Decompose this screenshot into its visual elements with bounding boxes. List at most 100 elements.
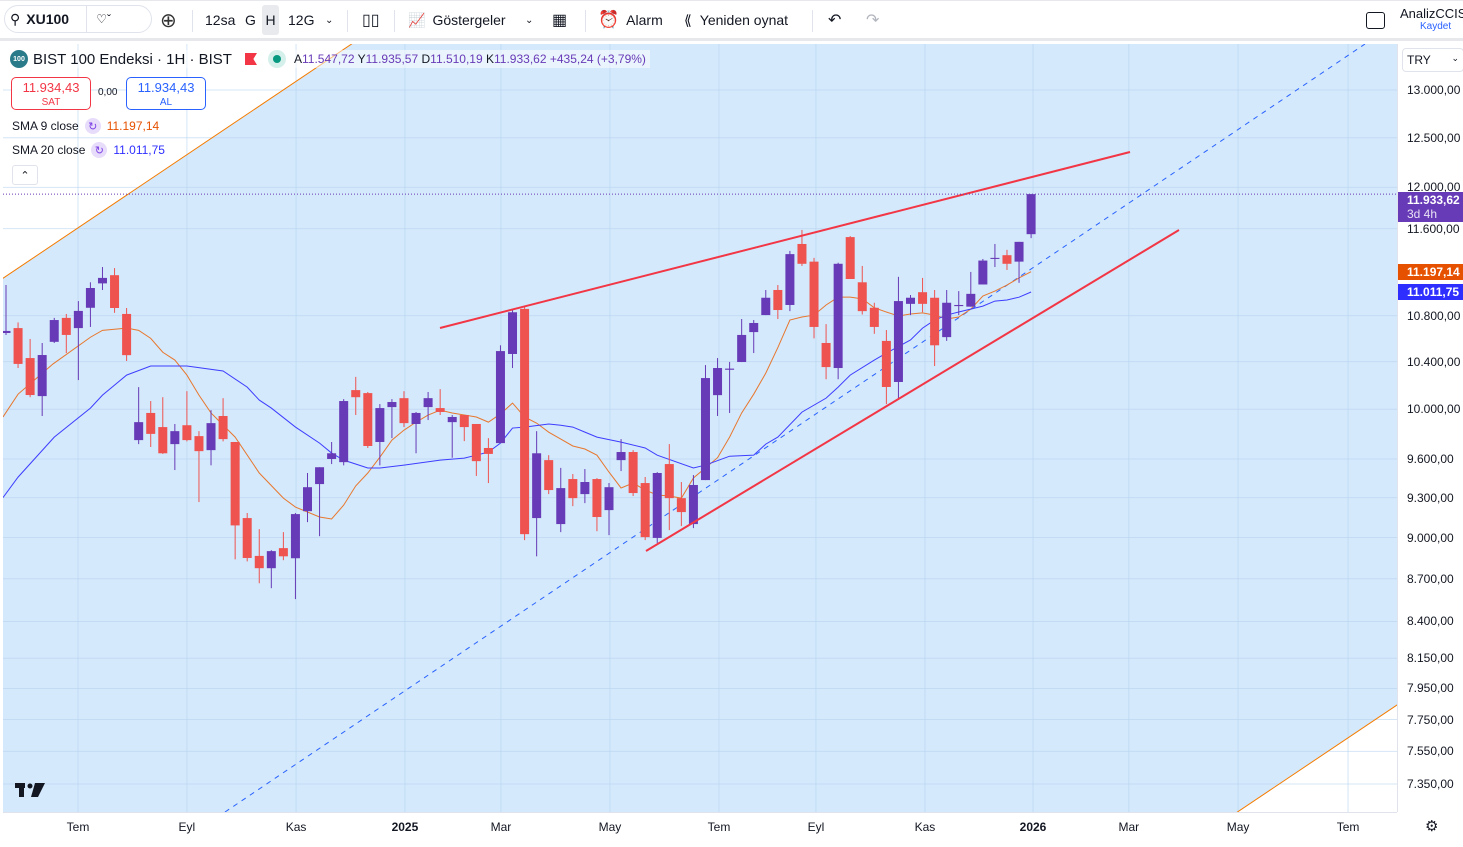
sma20-legend[interactable]: SMA 20 close ↻ 11.011,75 bbox=[12, 142, 165, 158]
candle[interactable] bbox=[483, 438, 493, 484]
candle[interactable] bbox=[556, 467, 566, 533]
flag-icon[interactable] bbox=[244, 53, 257, 65]
resistance-trendline[interactable] bbox=[439, 151, 1131, 329]
candle[interactable] bbox=[725, 361, 735, 413]
candle[interactable] bbox=[61, 313, 71, 354]
candle[interactable] bbox=[700, 365, 710, 481]
symbol-search[interactable]: ⚲ XU100 ♡ˇ bbox=[4, 5, 152, 33]
layout-save-button[interactable]: AnalizCCIS Kaydet bbox=[1400, 1, 1463, 39]
settings-gear-icon[interactable]: ⚙ bbox=[1425, 818, 1439, 835]
replay-button[interactable]: ⟪ Yeniden oynat bbox=[684, 1, 788, 39]
candle[interactable] bbox=[110, 268, 120, 313]
candle[interactable] bbox=[893, 276, 903, 399]
candle[interactable] bbox=[628, 450, 638, 497]
candle[interactable] bbox=[544, 455, 554, 495]
candle[interactable] bbox=[146, 401, 156, 447]
candle[interactable] bbox=[966, 271, 976, 307]
candle[interactable] bbox=[857, 265, 867, 315]
candle[interactable] bbox=[206, 410, 216, 466]
candle[interactable] bbox=[411, 411, 421, 454]
candle[interactable] bbox=[990, 243, 1000, 268]
candle[interactable] bbox=[182, 391, 192, 442]
candle[interactable] bbox=[906, 294, 915, 316]
support-trendline[interactable] bbox=[645, 229, 1180, 552]
chart-pane[interactable] bbox=[0, 0, 1397, 812]
candle[interactable] bbox=[242, 513, 252, 562]
candle[interactable] bbox=[652, 472, 662, 543]
candle-type-icon[interactable]: ▯▯ bbox=[362, 12, 380, 29]
candle[interactable] bbox=[761, 289, 771, 316]
candle[interactable] bbox=[85, 282, 95, 327]
alarm-button[interactable]: ⏰ Alarm bbox=[598, 1, 663, 39]
sma9-legend[interactable]: SMA 9 close ↻ 11.197,14 bbox=[12, 118, 159, 134]
candle[interactable] bbox=[785, 250, 795, 312]
layouts-icon[interactable]: ▦ bbox=[552, 12, 568, 29]
candle[interactable] bbox=[423, 392, 433, 421]
sync-icon[interactable]: ↻ bbox=[91, 142, 108, 158]
candle[interactable] bbox=[266, 550, 276, 589]
candle[interactable] bbox=[37, 342, 47, 417]
sma20-line[interactable] bbox=[3, 291, 1032, 498]
price-axis[interactable]: TRY ⌄ 13.000,00 12.500,00 12.000,00 11.600,0… bbox=[1397, 44, 1463, 812]
candle[interactable] bbox=[375, 404, 385, 466]
channel-lower-line[interactable] bbox=[1230, 703, 1397, 812]
candle[interactable] bbox=[1002, 249, 1012, 270]
candle[interactable] bbox=[254, 529, 264, 584]
candle[interactable] bbox=[13, 322, 23, 369]
candle[interactable] bbox=[303, 473, 312, 523]
candle[interactable] bbox=[387, 399, 397, 439]
candle[interactable] bbox=[25, 338, 35, 398]
candle[interactable] bbox=[881, 330, 891, 405]
interval-dropdown-icon[interactable]: ⌄ bbox=[325, 14, 334, 26]
interval-g[interactable]: G bbox=[245, 12, 256, 28]
interval-12g[interactable]: 12G bbox=[288, 12, 315, 28]
candle[interactable] bbox=[1026, 193, 1036, 239]
candle[interactable] bbox=[122, 307, 132, 361]
candle[interactable] bbox=[49, 317, 59, 343]
candle[interactable] bbox=[2, 285, 11, 335]
candle[interactable] bbox=[170, 423, 180, 471]
candle[interactable] bbox=[676, 482, 686, 527]
candle[interactable] bbox=[327, 441, 337, 465]
channel-upper-line[interactable] bbox=[0, 35, 365, 287]
indicators-dropdown-icon[interactable]: ⌄ bbox=[525, 14, 534, 26]
candle[interactable] bbox=[978, 258, 988, 285]
candle[interactable] bbox=[845, 236, 855, 280]
candle[interactable] bbox=[532, 431, 542, 557]
candle[interactable] bbox=[942, 289, 952, 341]
candle[interactable] bbox=[230, 441, 240, 560]
candle[interactable] bbox=[194, 431, 204, 503]
candle[interactable] bbox=[399, 391, 409, 428]
add-symbol-button[interactable]: ⊕ bbox=[160, 9, 177, 32]
candle[interactable] bbox=[954, 291, 964, 316]
candle[interactable] bbox=[580, 469, 590, 504]
candle[interactable] bbox=[351, 376, 361, 416]
candle[interactable] bbox=[713, 358, 723, 417]
candle[interactable] bbox=[520, 306, 530, 541]
time-axis[interactable]: Tem Eyl Kas 2025 Mar May Tem Eyl Kas 2026 Mar May Te… bbox=[3, 812, 1397, 840]
market-status-icon[interactable] bbox=[267, 50, 286, 68]
candle[interactable] bbox=[435, 389, 445, 416]
candle[interactable] bbox=[363, 392, 373, 448]
candle[interactable] bbox=[1014, 241, 1024, 283]
candle[interactable] bbox=[73, 301, 83, 381]
interval-h[interactable]: H bbox=[262, 5, 279, 35]
collapse-legend-button[interactable]: ⌃ bbox=[12, 165, 38, 185]
candle[interactable] bbox=[339, 399, 349, 466]
candle[interactable] bbox=[158, 397, 168, 454]
candle[interactable] bbox=[315, 467, 325, 537]
candle[interactable] bbox=[97, 267, 107, 290]
candle[interactable] bbox=[833, 262, 843, 380]
undo-button[interactable]: ↶ bbox=[828, 12, 842, 29]
candle[interactable] bbox=[918, 277, 928, 313]
candle[interactable] bbox=[688, 475, 698, 529]
candle[interactable] bbox=[508, 310, 518, 369]
candle[interactable] bbox=[930, 289, 940, 367]
candle[interactable] bbox=[773, 285, 783, 320]
candle[interactable] bbox=[459, 415, 469, 442]
candle[interactable] bbox=[640, 476, 650, 541]
candle[interactable] bbox=[134, 387, 144, 445]
candle[interactable] bbox=[664, 444, 674, 531]
candle[interactable] bbox=[821, 324, 831, 380]
candle[interactable] bbox=[616, 439, 626, 472]
